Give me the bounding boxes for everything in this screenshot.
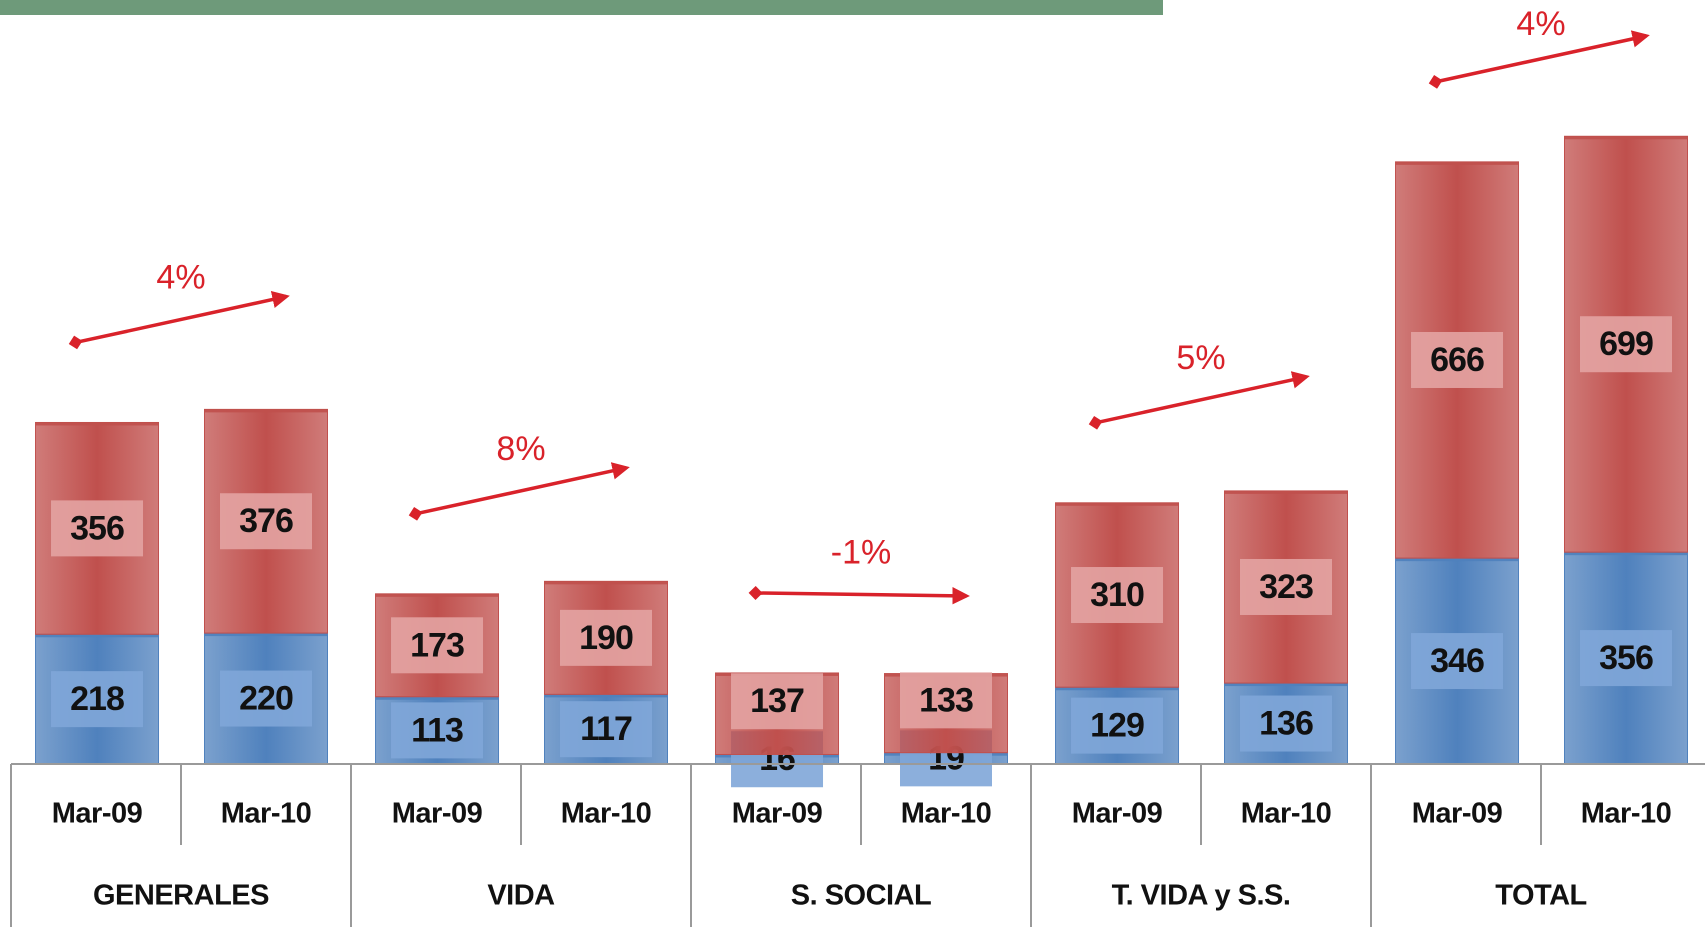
bar-top-edge xyxy=(35,422,159,426)
x-tick-label: Mar-10 xyxy=(1241,798,1332,830)
data-label: 190 xyxy=(579,619,633,657)
bar-top-edge xyxy=(544,581,668,585)
data-label: 133 xyxy=(919,681,973,719)
change-label: 4% xyxy=(156,258,205,296)
group-label: S. SOCIAL xyxy=(791,880,932,912)
data-label: 218 xyxy=(70,680,124,718)
bar-top-edge xyxy=(204,409,328,413)
data-label: 136 xyxy=(1259,705,1313,743)
label-box xyxy=(560,701,652,758)
data-label: 220 xyxy=(239,680,293,718)
data-label: 356 xyxy=(1599,639,1653,677)
x-tick-label: Mar-09 xyxy=(392,798,483,830)
label-box xyxy=(391,617,484,674)
bar-top-edge xyxy=(375,593,499,597)
label-box xyxy=(1240,558,1332,615)
bar-top-edge xyxy=(204,633,328,637)
label-box xyxy=(51,500,144,557)
change-label: -1% xyxy=(831,533,891,571)
label-box xyxy=(220,670,312,727)
data-label: 113 xyxy=(411,711,463,749)
bar-top-edge xyxy=(544,694,668,698)
data-label: 356 xyxy=(70,509,124,547)
group-label: T. VIDA y S.S. xyxy=(1112,880,1291,912)
label-box xyxy=(1580,630,1672,687)
bar-top-edge xyxy=(1224,683,1348,687)
change-label: 4% xyxy=(1516,5,1565,43)
bar-top-edge xyxy=(35,634,159,638)
label-box xyxy=(1240,695,1332,752)
bar-top-edge xyxy=(1395,161,1519,165)
group-label: TOTAL xyxy=(1495,880,1586,912)
x-tick-label: Mar-10 xyxy=(901,798,992,830)
change-arrow xyxy=(1428,30,1650,89)
bar-top-edge xyxy=(1564,552,1688,556)
data-label: 323 xyxy=(1259,568,1313,606)
change-label: 8% xyxy=(496,430,545,468)
label-box xyxy=(900,672,992,729)
data-label: 173 xyxy=(410,626,464,664)
change-arrow xyxy=(1088,371,1310,430)
label-box xyxy=(1411,331,1504,388)
data-label: 137 xyxy=(750,682,804,720)
data-label: 699 xyxy=(1599,325,1653,363)
label-box xyxy=(1580,316,1672,373)
bar-top-edge xyxy=(1395,558,1519,562)
data-label: 129 xyxy=(1090,707,1144,745)
group-label: GENERALES xyxy=(93,880,269,912)
bar-top-edge xyxy=(1224,490,1348,494)
x-tick-label: Mar-09 xyxy=(1412,798,1503,830)
x-tick-label: Mar-10 xyxy=(561,798,652,830)
x-tick-label: Mar-10 xyxy=(1581,798,1672,830)
data-label: 666 xyxy=(1430,341,1484,379)
bar-top-edge xyxy=(375,696,499,700)
bar-top-edge xyxy=(1055,687,1179,691)
label-box xyxy=(391,702,484,759)
x-tick-label: Mar-09 xyxy=(732,798,823,830)
x-tick-label: Mar-09 xyxy=(52,798,143,830)
data-label: 376 xyxy=(239,502,293,540)
x-tick-label: Mar-10 xyxy=(221,798,312,830)
label-box xyxy=(1071,697,1164,754)
x-tick-label: Mar-09 xyxy=(1072,798,1163,830)
data-label: 310 xyxy=(1090,576,1144,614)
label-box xyxy=(560,609,652,666)
change-arrow xyxy=(408,462,630,521)
label-box xyxy=(1071,567,1164,624)
change-label: 5% xyxy=(1176,339,1225,377)
label-box xyxy=(1411,633,1504,690)
group-label: VIDA xyxy=(487,880,555,912)
data-label: 346 xyxy=(1430,642,1484,680)
change-arrow xyxy=(68,290,290,350)
data-label: 117 xyxy=(580,710,632,748)
bar-top-edge xyxy=(1055,502,1179,506)
header-banner xyxy=(0,0,1163,15)
bar-top-edge xyxy=(1564,136,1688,140)
label-box xyxy=(731,673,824,730)
change-arrow xyxy=(748,585,970,605)
label-box xyxy=(220,493,312,550)
label-box xyxy=(51,671,144,728)
